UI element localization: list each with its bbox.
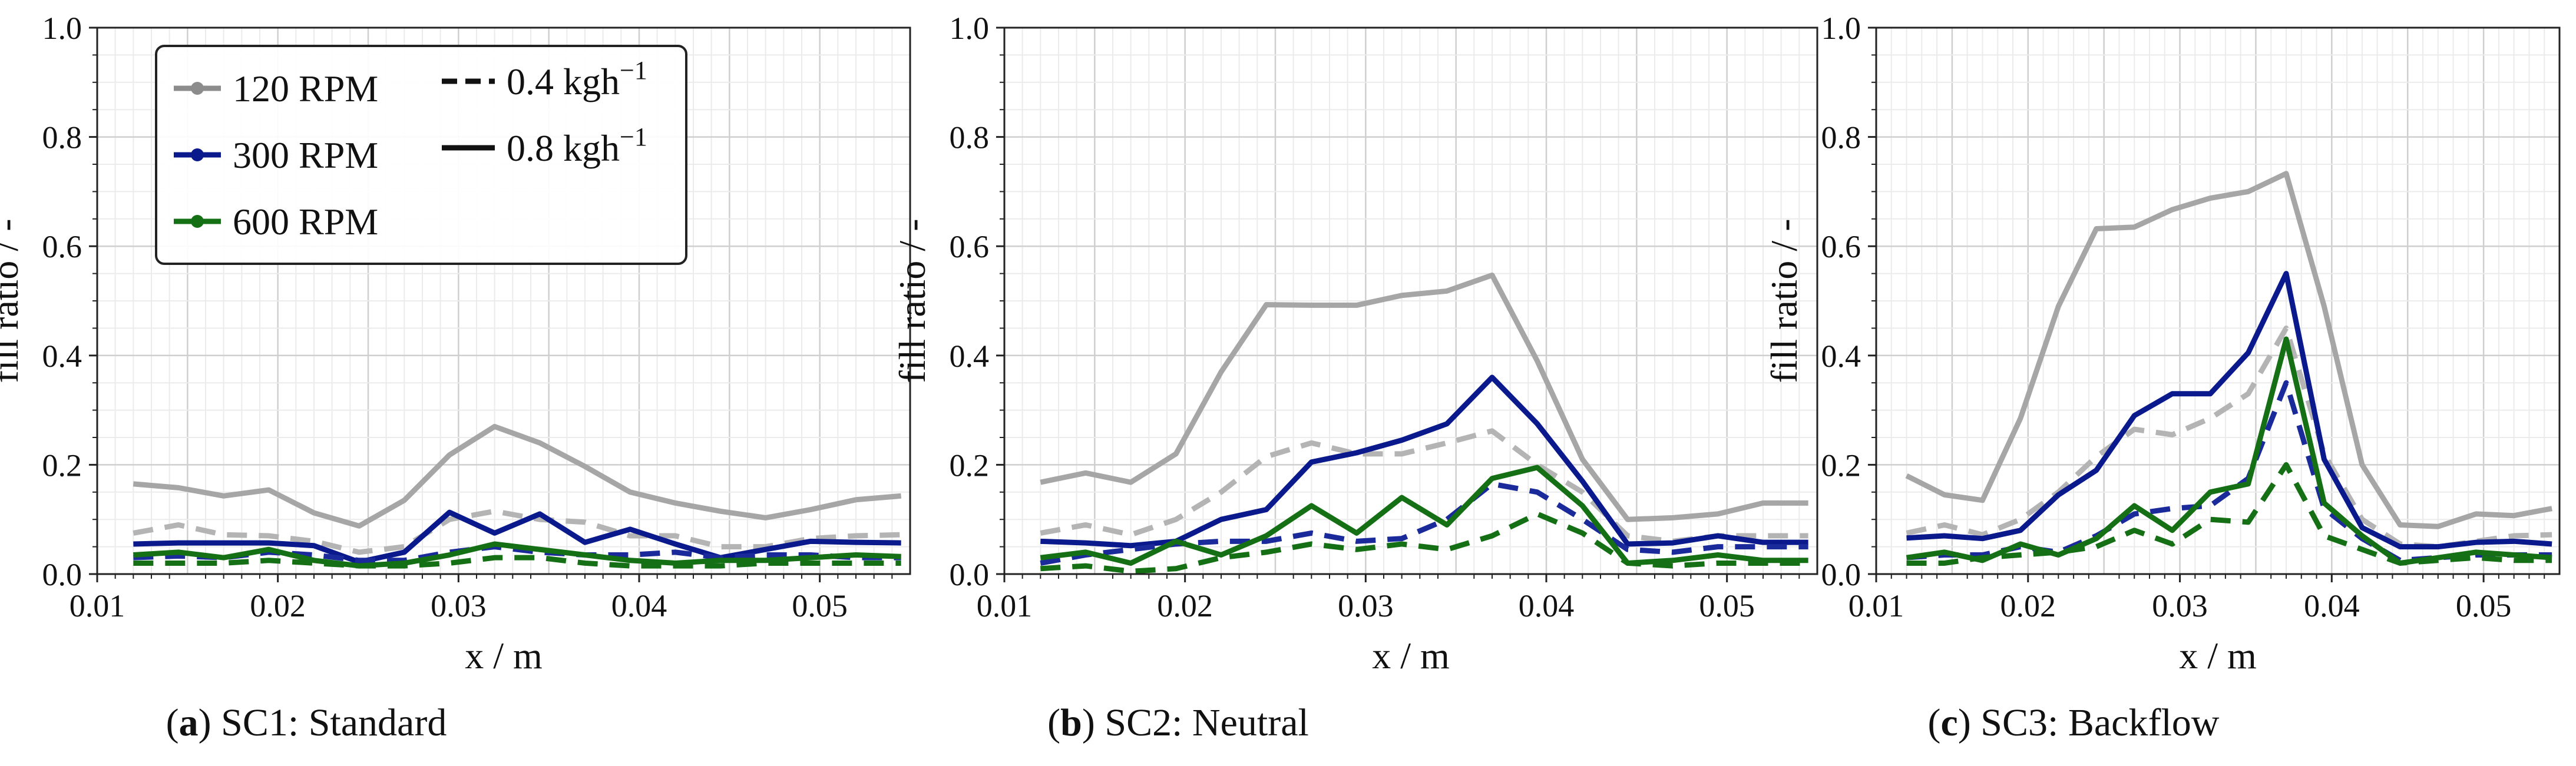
panel-b: 0.01 0.02 0.03 0.04 0.05 0.0 0.2 0.4 0.6 0.8 1.0 x … [891,11,1818,677]
caption-text: SC1: Standard [221,701,447,744]
x-axis-title: x / m [1372,635,1450,677]
x-tick-label: 0.03 [2152,588,2208,624]
legend-box [155,45,687,265]
x-tick-label: 0.05 [2456,588,2512,624]
y-axis-title: fill ratio / - [0,218,26,383]
x-tick-label: 0.01 [1848,588,1904,624]
y-tick-label: 0.4 [42,339,82,374]
caption-c: (c) SC3: Backflow [1927,701,2220,744]
series-line [1906,271,2552,550]
series-group [1040,272,1808,574]
caption-b: (b) SC2: Neutral [1047,701,1309,744]
caption-text: SC3: Backflow [1980,701,2220,744]
x-tick-label: 0.01 [70,588,125,624]
x-tick-label: 0.04 [611,588,667,624]
x-tick-label: 0.03 [431,588,487,624]
y-tick-label: 0.2 [1821,447,1861,483]
y-tick-label: 0.6 [950,229,990,264]
x-tick-label: 0.03 [1338,588,1394,624]
series-line [133,423,902,529]
x-tick-label: 0.02 [1157,588,1213,624]
y-tick-label: 0.8 [1821,120,1861,155]
y-tick-label: 0.6 [42,229,82,264]
y-axis-title: fill ratio / - [891,218,933,383]
x-tick-label: 0.02 [250,588,306,624]
y-tick-label: 0.4 [1821,339,1861,374]
legend-label: 300 RPM [233,134,378,176]
y-tick-label: 0.0 [950,557,990,592]
caption-letter: a [178,701,199,744]
y-tick-label: 0.0 [42,557,82,592]
x-tick-label: 0.02 [2000,588,2056,624]
caption-letter: c [1940,701,1958,744]
series-line [133,555,901,569]
y-tick-label: 0.8 [42,120,82,155]
y-tick-label: 1.0 [42,11,82,46]
x-tick-label: 0.05 [1699,588,1755,624]
x-axis-title: x / m [465,635,543,677]
y-axis-title: fill ratio / - [1763,218,1805,383]
panel-c: 0.01 0.02 0.03 0.04 0.05 0.0 0.2 0.4 0.6 0.8 1.0 x … [1763,11,2561,677]
legend-marker [191,82,204,95]
series-line [1040,465,1808,566]
y-tick-label: 0.2 [42,447,82,483]
y-tick-label: 1.0 [1821,11,1861,46]
legend-label: 120 RPM [233,68,378,110]
y-tick-label: 0.6 [1821,229,1861,264]
x-tick-label: 0.01 [977,588,1033,624]
x-axis-title: x / m [2179,635,2257,677]
y-tick-label: 0.4 [950,339,990,374]
legend-label-superscript: −1 [620,122,647,151]
y-tick-label: 0.8 [950,120,990,155]
caption-text: SC2: Neutral [1105,701,1309,744]
x-tick-label: 0.04 [1519,588,1575,624]
series-group [133,423,902,569]
x-tick-label: 0.05 [792,588,848,624]
caption-a: (a) SC1: Standard [166,701,447,744]
x-tick-label: 0.04 [2304,588,2360,624]
legend-label: 600 RPM [233,201,378,243]
series-line [1040,374,1808,549]
y-tick-label: 1.0 [950,11,990,46]
series-line [1040,272,1808,522]
series-line [1040,511,1808,574]
series-line [1906,462,2552,566]
series-line [1040,428,1808,544]
series-line [133,509,901,565]
series-line [133,508,901,555]
y-tick-label: 0.0 [1821,557,1861,592]
series-line [1906,325,2552,550]
series-line [1906,336,2552,566]
series-line [133,541,901,569]
legend-marker [191,148,204,161]
series-group [1905,171,2552,566]
y-tick-label: 0.2 [950,447,990,483]
series-line [1905,171,2552,529]
legend-label: 0.8 kgh−1 [507,122,647,169]
grid [1003,26,1818,575]
legend-marker [191,215,204,228]
legend-label-superscript: −1 [620,56,647,85]
caption-letter: b [1060,701,1082,744]
